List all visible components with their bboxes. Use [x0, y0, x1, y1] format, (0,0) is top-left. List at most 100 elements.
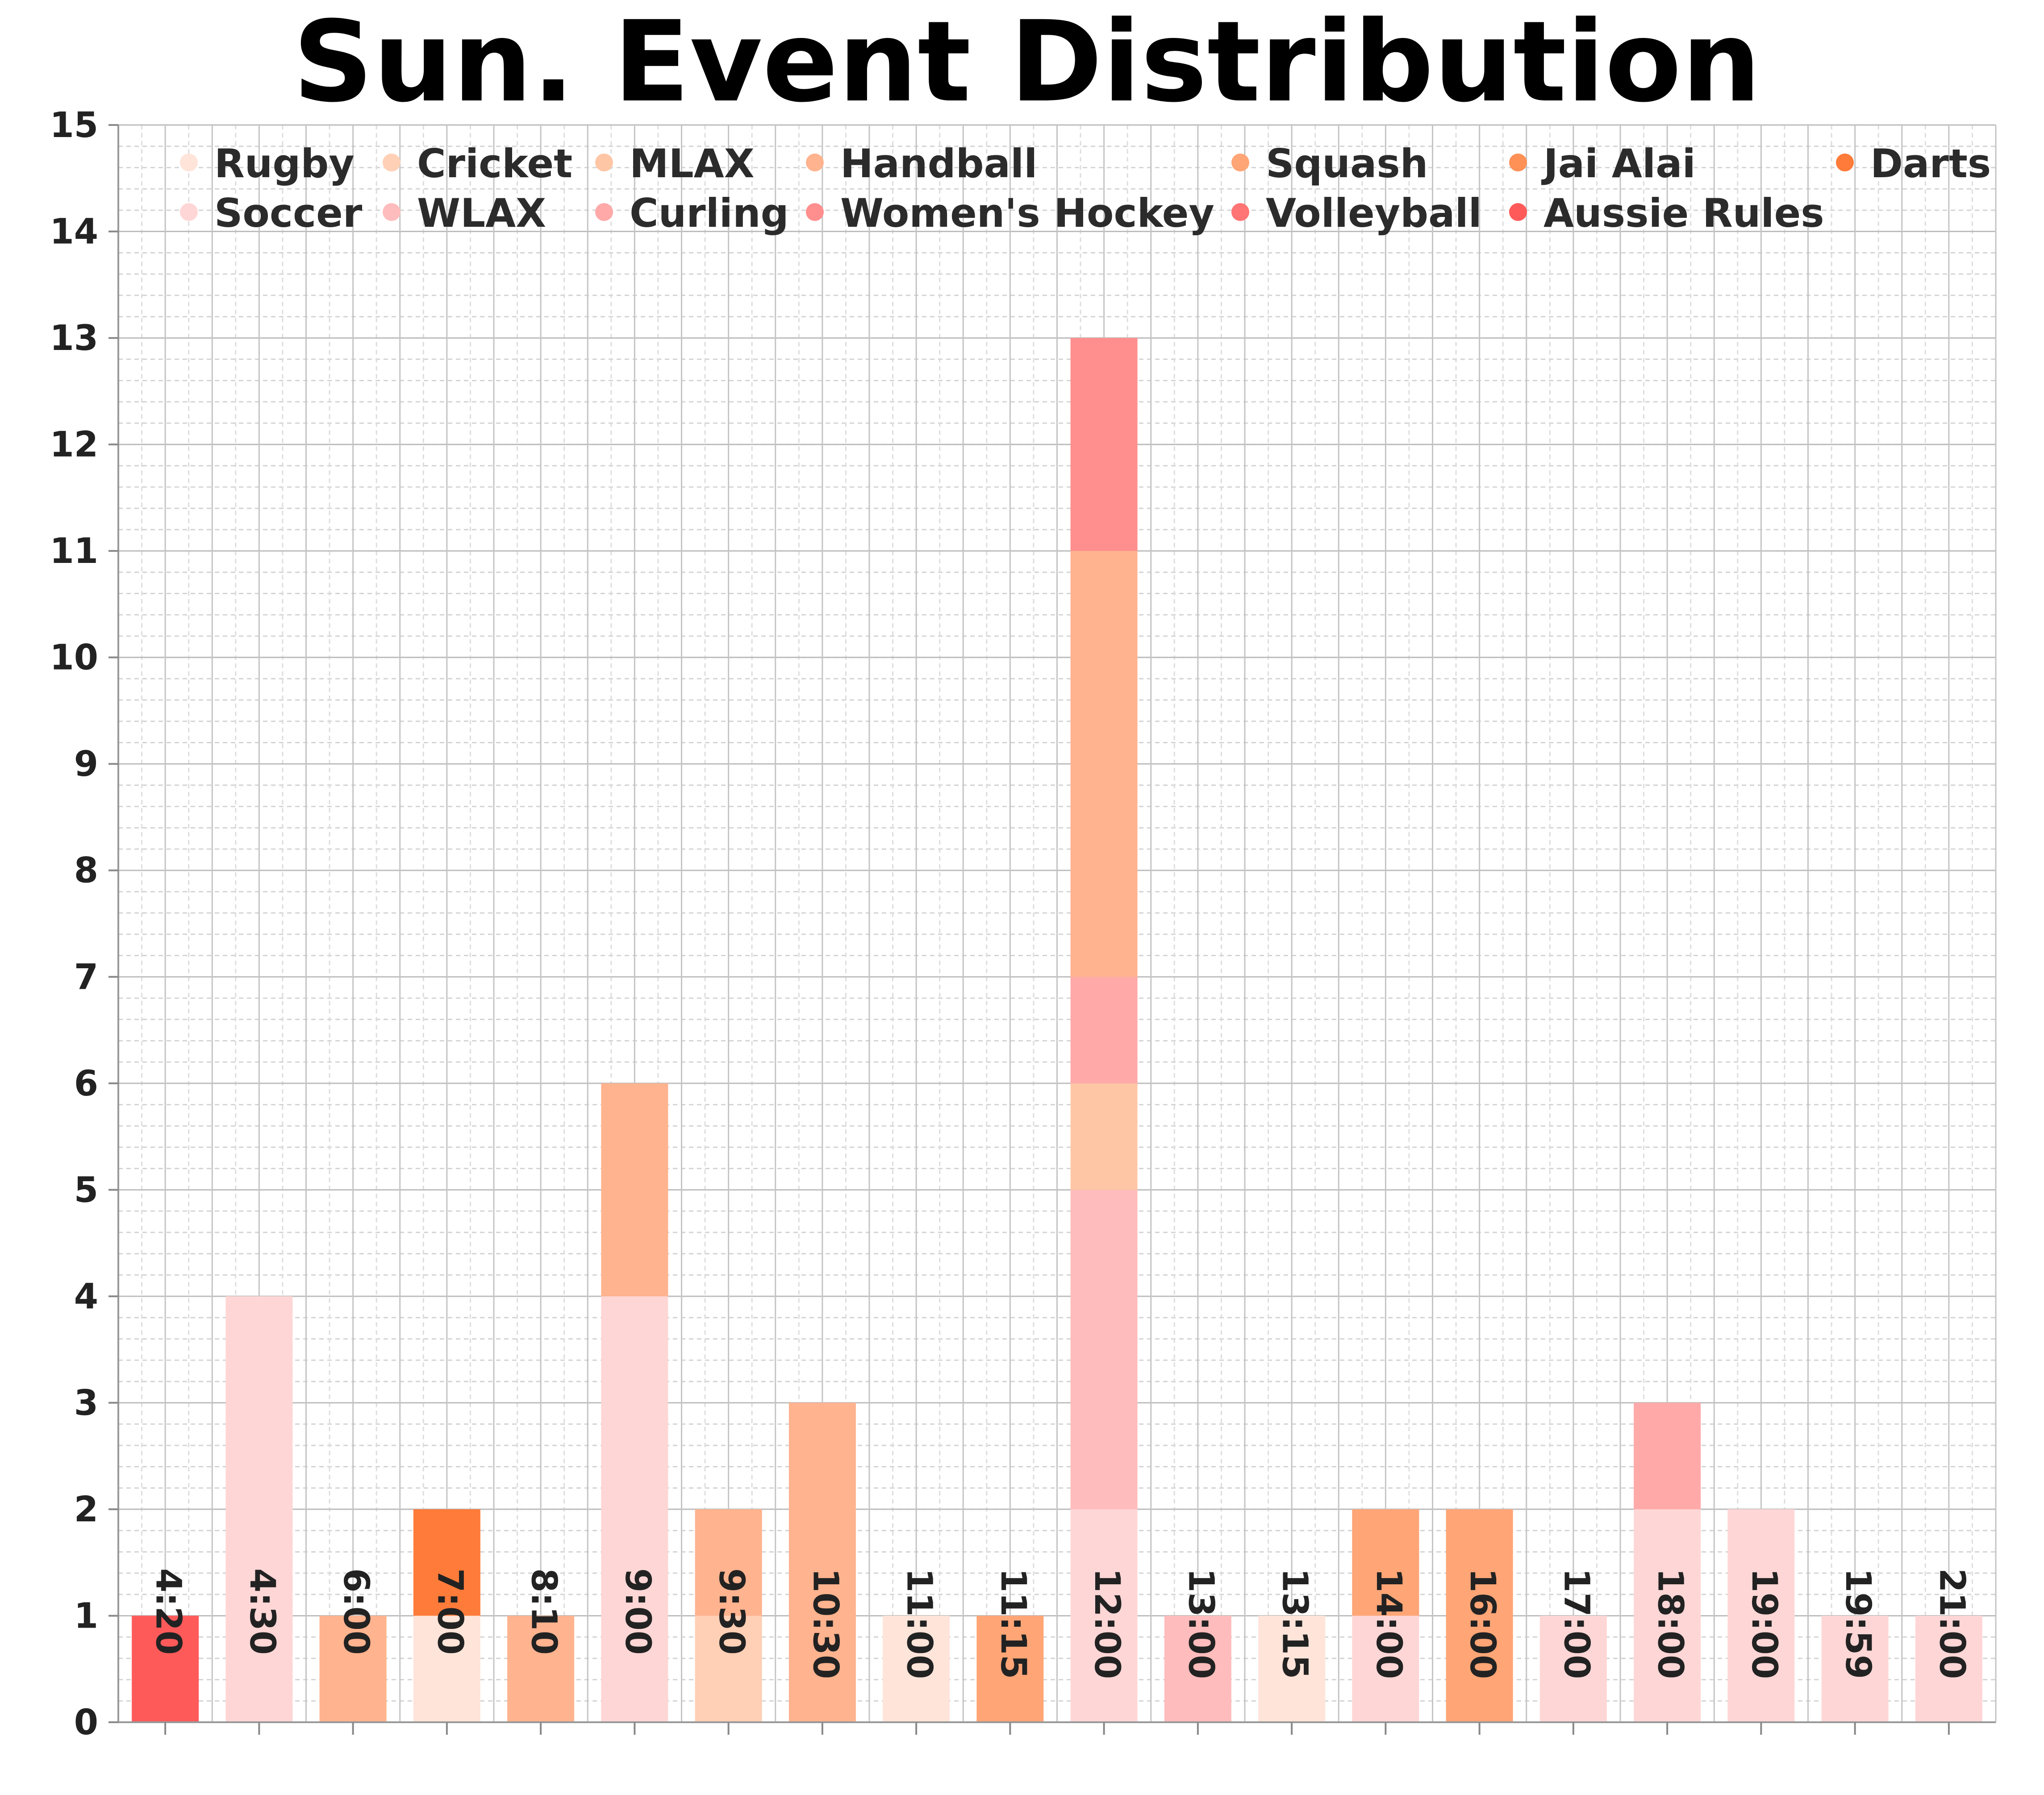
bar-segment: [1070, 1190, 1138, 1509]
bar-segment: [883, 1616, 950, 1722]
legend-label: WLAX: [417, 190, 546, 236]
category-label: 13:15: [1275, 1568, 1315, 1679]
category-label: 9:30: [711, 1568, 751, 1655]
legend-label: Squash: [1266, 141, 1428, 187]
y-tick-label: 3: [74, 1383, 98, 1423]
category-label: 21:00: [1931, 1568, 1972, 1679]
y-tick-label: 12: [50, 425, 98, 465]
category-label: 12:00: [1087, 1568, 1127, 1679]
legend-label: MLAX: [630, 141, 755, 187]
y-tick-label: 5: [74, 1170, 98, 1210]
legend-marker: [1509, 154, 1527, 171]
chart-title: Sun. Event Distribution: [293, 0, 1761, 127]
category-label: 9:00: [617, 1568, 658, 1655]
grid-major: [117, 124, 1997, 1723]
category-labels: 4:20 4:30 6:00 7:00 8:10 9:00 9:30 10:30 11:00 11…: [148, 1568, 1972, 1679]
legend-marker: [595, 154, 613, 171]
y-tick-label: 1: [74, 1596, 98, 1636]
bar-segment: [601, 1296, 668, 1722]
bar-segment: [413, 1616, 480, 1722]
category-label: 4:20: [148, 1568, 188, 1655]
legend-marker: [1836, 154, 1854, 171]
legend-marker: [383, 154, 400, 171]
legend-label: Women's Hockey: [840, 190, 1214, 236]
legend-marker: [1231, 154, 1249, 171]
category-label: 19:59: [1838, 1568, 1878, 1679]
category-label: 10:30: [805, 1568, 845, 1679]
y-tick-label: 9: [74, 744, 98, 784]
legend-marker: [806, 203, 824, 221]
bar-segment: [1915, 1616, 1982, 1722]
y-tick-label: 8: [74, 851, 98, 891]
category-label: 19:00: [1744, 1568, 1784, 1679]
legend-marker: [383, 203, 400, 221]
legend-marker: [180, 203, 198, 221]
bar-segment: [1070, 1083, 1138, 1190]
bar-segment: [1634, 1509, 1701, 1722]
legend-label: Soccer: [214, 190, 363, 236]
bar-segment: [319, 1616, 387, 1722]
bar-segment: [1352, 1616, 1419, 1722]
y-tick-label: 6: [74, 1064, 98, 1104]
category-label: 13:00: [1181, 1568, 1221, 1679]
legend-label: Handball: [840, 141, 1037, 187]
bars: [132, 338, 1982, 1722]
bar-segment: [507, 1616, 575, 1722]
bar-segment: [1352, 1509, 1419, 1616]
legend-label: Rugby: [214, 141, 355, 187]
y-tick-label: 4: [74, 1277, 98, 1317]
y-tick-label: 15: [50, 105, 98, 146]
bar-segment: [1446, 1509, 1513, 1722]
legend-marker: [1509, 203, 1527, 221]
category-label: 4:30: [242, 1568, 282, 1655]
legend-marker: [595, 203, 613, 221]
bar-segment: [1164, 1616, 1231, 1722]
category-label: 14:00: [1368, 1568, 1409, 1679]
y-tick-label: 14: [50, 212, 98, 252]
y-tick-label: 0: [74, 1703, 98, 1743]
axes: [108, 124, 1996, 1735]
category-label: 11:00: [899, 1568, 939, 1679]
legend-marker: [806, 154, 824, 171]
legend-label: Jai Alai: [1541, 141, 1696, 187]
category-label: 6:00: [336, 1568, 376, 1655]
bar-segment: [1070, 338, 1138, 551]
bar-segment: [695, 1509, 762, 1616]
y-tick-label: 11: [50, 531, 98, 571]
category-label: 11:15: [993, 1568, 1033, 1679]
legend-label: Darts: [1870, 141, 1991, 187]
bar-segment: [1070, 551, 1138, 977]
category-label: 17:00: [1556, 1568, 1596, 1679]
bar-segment: [1070, 1509, 1138, 1722]
bar-segment: [132, 1616, 199, 1722]
bar-segment: [1821, 1616, 1889, 1722]
category-label: 8:10: [524, 1568, 564, 1655]
legend-marker: [1231, 203, 1249, 221]
bar-segment: [413, 1509, 480, 1616]
legend-label: Aussie Rules: [1543, 190, 1824, 236]
category-label: 7:00: [430, 1568, 470, 1655]
y-tick-label: 13: [50, 318, 98, 358]
legend: Rugby Cricket MLAX Handball Squash Jai Alai Da…: [180, 141, 1991, 236]
bar-segment: [1258, 1616, 1326, 1722]
bar-segment: [788, 1403, 856, 1722]
legend-label: Curling: [630, 190, 789, 236]
bar-segment: [1727, 1509, 1795, 1722]
category-label: 16:00: [1462, 1568, 1502, 1679]
bar-segment: [225, 1296, 293, 1722]
bar-segment: [976, 1616, 1044, 1722]
bar-segment: [1539, 1616, 1607, 1722]
bar-segment: [601, 1083, 668, 1296]
legend-label: Cricket: [417, 141, 572, 187]
y-tick-label: 10: [50, 638, 98, 678]
bar-segment: [695, 1616, 762, 1722]
bar-segment: [1634, 1403, 1701, 1509]
legend-label: Volleyball: [1266, 190, 1482, 236]
bar-segment: [1070, 977, 1138, 1083]
category-label: 18:00: [1650, 1568, 1690, 1679]
y-tick-label: 2: [74, 1490, 98, 1530]
y-tick-label: 7: [74, 957, 98, 997]
legend-marker: [180, 154, 198, 171]
